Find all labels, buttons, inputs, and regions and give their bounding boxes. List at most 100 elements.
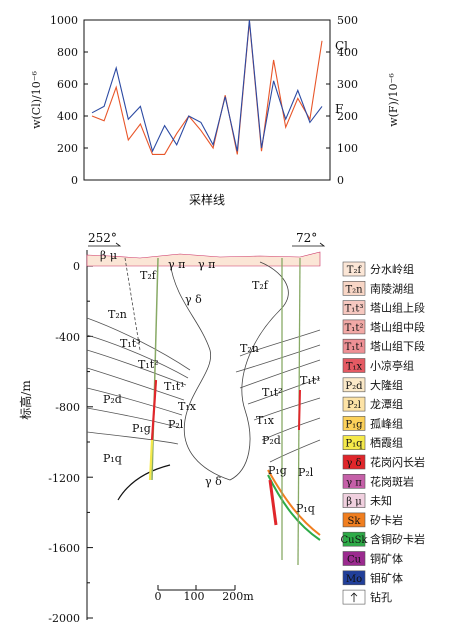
skarn-right-2: [267, 474, 321, 541]
section-label: γ δ: [205, 475, 222, 488]
legend-label: 南陵湖组: [370, 281, 414, 295]
legend-code: T₁t¹: [345, 342, 364, 353]
y-left-tick: 0: [71, 174, 78, 187]
legend-item: Mo 钼矿体: [342, 570, 403, 586]
legend: T₂f 分水岭组 T₂n 南陵湖组 T₁t³ 塔山组上段 T₁t² 塔山组中段 T₁t¹ 塔山组下…: [340, 261, 425, 605]
line-chart-ticks: [84, 19, 330, 181]
legend-item: P₁q 栖霞组: [342, 435, 403, 451]
section-label: γ δ: [185, 293, 202, 306]
plot-frame: [83, 19, 331, 181]
legend-swatch: [342, 454, 366, 470]
section-label: T₁t¹: [164, 380, 185, 393]
legend-swatch: [342, 396, 366, 412]
legend-item: P₂d 大隆组: [342, 377, 403, 393]
legend-item: T₁t² 塔山组中段: [342, 319, 425, 335]
section-label: T₁t²: [262, 386, 283, 399]
section-y-tick: -2000: [48, 612, 80, 625]
legend-label: 栖霞组: [370, 436, 403, 450]
series-line-cl: [91, 21, 323, 155]
section-label: P₂l: [298, 466, 314, 479]
scale-bar: 0 100 200m: [155, 585, 254, 603]
section-label: T₂n: [240, 342, 259, 355]
y-left-tick: 800: [57, 46, 78, 59]
legend-code: T₂n: [345, 284, 363, 295]
legend-code: T₁t³: [345, 304, 364, 315]
scale-label: 200m: [222, 590, 254, 603]
cross-section: 0 -400 -800 -1200 -1600 -2000 标高/m 252° …: [18, 231, 326, 625]
section-label: P₁q: [296, 502, 315, 515]
section-label: T₂f: [252, 279, 269, 292]
azimuth-right: 72°: [296, 231, 317, 245]
legend-code: P₂l: [347, 400, 361, 411]
legend-swatch: [342, 300, 366, 315]
legend-label: 塔山组下段: [370, 339, 425, 353]
section-label: T₁t¹: [300, 374, 321, 387]
legend-label: 分水岭组: [370, 262, 414, 276]
legend-code: γ δ: [346, 458, 361, 469]
legend-code: Cu: [347, 555, 362, 566]
series-line-f: [91, 19, 323, 153]
legend-label: 矽卡岩: [370, 513, 403, 527]
legend-item: γ δ 花岗闪长岩: [342, 454, 425, 470]
y-right-tick: 0: [337, 174, 344, 187]
legend-swatch: [342, 338, 366, 354]
legend-label: 塔山组上段: [370, 301, 425, 315]
azimuth-right-arrow: [292, 242, 326, 247]
y-right-tick: 300: [337, 78, 358, 91]
legend-item: CuSk 含铜矽卡岩: [340, 531, 425, 547]
legend-label: 花岗斑岩: [370, 474, 414, 488]
scale-label: 100: [184, 590, 205, 603]
legend-code: T₁t²: [345, 323, 364, 334]
y-right-tick: 200: [337, 110, 358, 123]
legend-label: 钻孔: [370, 590, 392, 604]
y-right-tick: 100: [337, 142, 358, 155]
drill-hole-right-red: [298, 389, 301, 431]
legend-swatch: [342, 377, 366, 393]
legend-item: 钻孔: [342, 589, 392, 605]
legend-swatch: [342, 493, 366, 508]
legend-label: 未知: [370, 494, 392, 508]
drill-hole-left-red: [150, 379, 158, 441]
series-label-cl: Cl: [335, 39, 348, 53]
section-y-tick: -800: [55, 401, 80, 414]
legend-swatch: [342, 319, 366, 335]
legend-item: γ π 花岗斑岩: [342, 473, 414, 489]
legend-item: T₁x 小凉亭组: [342, 358, 414, 373]
legend-item: T₂n 南陵湖组: [342, 280, 414, 296]
legend-code: P₁q: [345, 439, 363, 450]
legend-swatch: [342, 512, 366, 528]
y-left-tick: 1000: [50, 14, 78, 27]
y-right-tick: 400: [337, 46, 358, 59]
legend-code: P₁g: [345, 419, 363, 430]
section-label: P₂d: [262, 434, 281, 447]
drill-hole-icon: [350, 592, 358, 603]
legend-swatch: [342, 261, 366, 277]
legend-item: P₁g 孤峰组: [342, 416, 403, 431]
skarn-left: [117, 464, 171, 501]
azimuth-left-arrow: [88, 242, 122, 247]
orebody-right: [268, 479, 278, 526]
legend-code: T₁x: [346, 362, 363, 373]
x-axis-title: 采样线: [189, 192, 225, 207]
strata-lines: [86, 317, 321, 463]
legend-item: T₁t³ 塔山组上段: [342, 300, 425, 315]
legend-label: 大隆组: [370, 378, 403, 392]
section-label: P₂d: [103, 393, 122, 406]
line-chart-series: [91, 19, 323, 155]
legend-swatch: [342, 551, 366, 566]
section-y-tick: -400: [55, 331, 80, 344]
y-right-tick: 500: [337, 14, 358, 27]
legend-code: γ π: [346, 477, 362, 488]
azimuth-left: 252°: [88, 231, 117, 245]
legend-label: 龙潭组: [370, 397, 403, 411]
legend-item: Cu 铜矿体: [342, 551, 403, 566]
section-y-tick: -1200: [48, 472, 80, 485]
section-label: T₁x: [256, 414, 275, 427]
legend-label: 铜矿体: [370, 552, 403, 566]
section-y-tick: -1600: [48, 542, 80, 555]
y-left-tick: 400: [57, 110, 78, 123]
section-label: P₁g: [132, 422, 151, 435]
section-y-axis-title: 标高/m: [18, 380, 33, 420]
y-left-tick: 600: [57, 78, 78, 91]
